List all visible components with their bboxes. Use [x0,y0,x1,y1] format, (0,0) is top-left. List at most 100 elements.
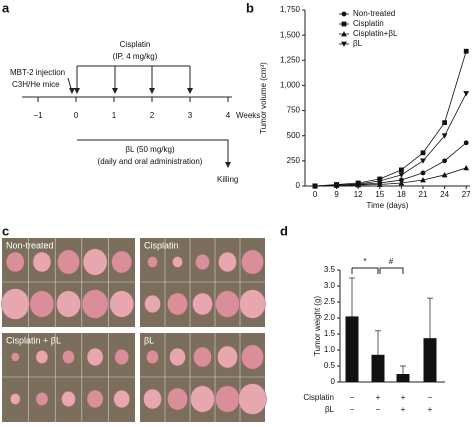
marker [420,158,426,164]
photo [2,333,135,422]
tumor [217,345,238,369]
panel-label: a [2,0,10,15]
marker [355,181,362,187]
timeline-ticks: −1 0 1 2 3 4 [33,97,231,120]
timeline-tick-label: 1 [112,111,117,120]
y-tick-label: 1,750 [280,5,301,14]
marker [420,170,426,176]
tumor [192,292,213,316]
tumor [81,289,109,319]
marker [463,91,470,97]
bar [396,374,410,382]
tumor [143,388,162,410]
x-tick-label: 18 [397,190,406,199]
x-axis-label: Time (days) [367,201,409,210]
timeline-tick-label: 2 [150,111,155,120]
marker [463,48,469,54]
timeline: MBT-2 injection C3H/He mice Cisplatin (I… [10,40,260,184]
marker [420,150,426,156]
tumor [169,347,186,367]
factor-level: + [376,393,381,402]
y-tick-label: 0 [331,377,336,386]
tumor [35,350,49,364]
marker [442,120,447,126]
series-line [314,142,467,187]
y-axis-label: Tumor weight (g) [313,296,322,357]
timeline-text: βL (50 mg/kg) [125,145,175,154]
y-tick-label: 0.5 [324,361,336,370]
series-line [314,167,467,187]
timeline-text: MBT-2 injection [10,68,65,77]
x-tick-label: 27 [462,190,471,199]
bar [371,354,385,382]
tumor [147,256,158,268]
tumor [146,350,159,364]
series-line [314,51,467,187]
photos: Non-treated Cisplatin Cisplatin + βL βL [1,238,267,422]
timeline-tick-label: 0 [74,111,79,120]
factor-level: − [350,405,355,414]
scale-label: 2 cm [452,417,465,423]
y-tick-label: 3.0 [324,281,336,290]
factor-level: − [428,393,433,402]
factor-level: + [401,405,406,414]
marker [398,180,405,186]
tumor [86,347,104,367]
tumor [238,383,267,415]
tumor [114,349,129,365]
marker [441,133,448,139]
annotation: # [389,257,394,266]
tumor [86,389,104,409]
y-tick-label: 2.5 [324,297,336,306]
tumor [190,385,215,413]
photo-label: Cisplatin [144,240,179,250]
tumor [195,254,210,270]
marker [333,182,340,188]
timeline-text: Weeks [236,111,260,120]
tumor [29,290,55,318]
legend-label: βL [353,39,363,48]
y-tick-label: 2.0 [324,313,336,322]
timeline-text: (daily and oral administration) [98,157,203,166]
y-tick-label: 750 [287,106,301,115]
legend-label: Cisplatin [353,19,384,28]
marker [399,167,404,173]
tumor [215,385,240,413]
x-tick-label: 9 [334,190,339,199]
marker [312,183,318,189]
photo-label: βL [144,335,154,345]
timeline-text: (IP, 4 mg/kg) [113,52,158,61]
factor-level: − [350,393,355,402]
photo-label: Non-treated [6,240,54,250]
tumor [215,290,240,318]
y-tick-label: 1.0 [324,345,336,354]
tumor [241,249,264,275]
significance-bracket [351,267,404,274]
tumor [172,256,183,268]
marker [463,140,469,146]
x-tick-label: 21 [419,190,428,199]
tumor [32,251,52,273]
y-tick-label: 250 [287,156,301,165]
tumor [144,294,161,314]
panel-label: b [246,0,254,15]
annotation: * [363,257,366,266]
tumor [57,249,80,275]
factor-level: + [401,393,406,402]
arrows [67,65,229,166]
y-tick-label: 1,000 [280,81,301,90]
marker [398,172,405,178]
panel-label: c [2,223,9,238]
marker [420,177,426,183]
x-tick-label: 15 [375,190,384,199]
timeline-tick-label: 4 [226,111,231,120]
timeline-text: Cisplatin [120,40,151,49]
tumor [6,251,25,273]
tumor [193,346,212,368]
bar [345,316,359,382]
tumor [56,290,81,318]
x-tick-label: 0 [313,190,318,199]
y-tick-label: 1,250 [280,55,301,64]
x-tick-label: 12 [354,190,363,199]
